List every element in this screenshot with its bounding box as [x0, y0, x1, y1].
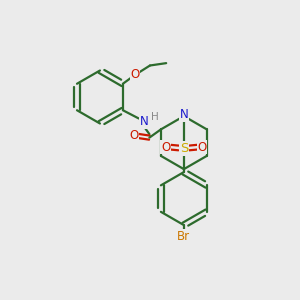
Text: H: H: [152, 112, 159, 122]
Text: Br: Br: [177, 230, 190, 243]
Text: N: N: [140, 115, 148, 128]
Text: O: O: [197, 141, 207, 154]
Text: O: O: [130, 68, 140, 81]
Text: S: S: [180, 142, 188, 155]
Text: O: O: [130, 129, 139, 142]
Text: N: N: [179, 108, 188, 121]
Text: O: O: [161, 141, 170, 154]
